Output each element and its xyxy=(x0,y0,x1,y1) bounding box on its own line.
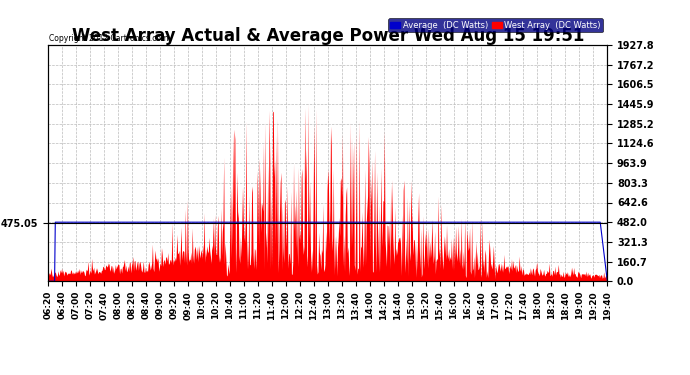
Text: Copyright 2012 Cartronics.com: Copyright 2012 Cartronics.com xyxy=(49,34,168,43)
Legend: Average  (DC Watts), West Array  (DC Watts): Average (DC Watts), West Array (DC Watts… xyxy=(388,18,603,33)
Title: West Array Actual & Average Power Wed Aug 15 19:51: West Array Actual & Average Power Wed Au… xyxy=(72,27,584,45)
